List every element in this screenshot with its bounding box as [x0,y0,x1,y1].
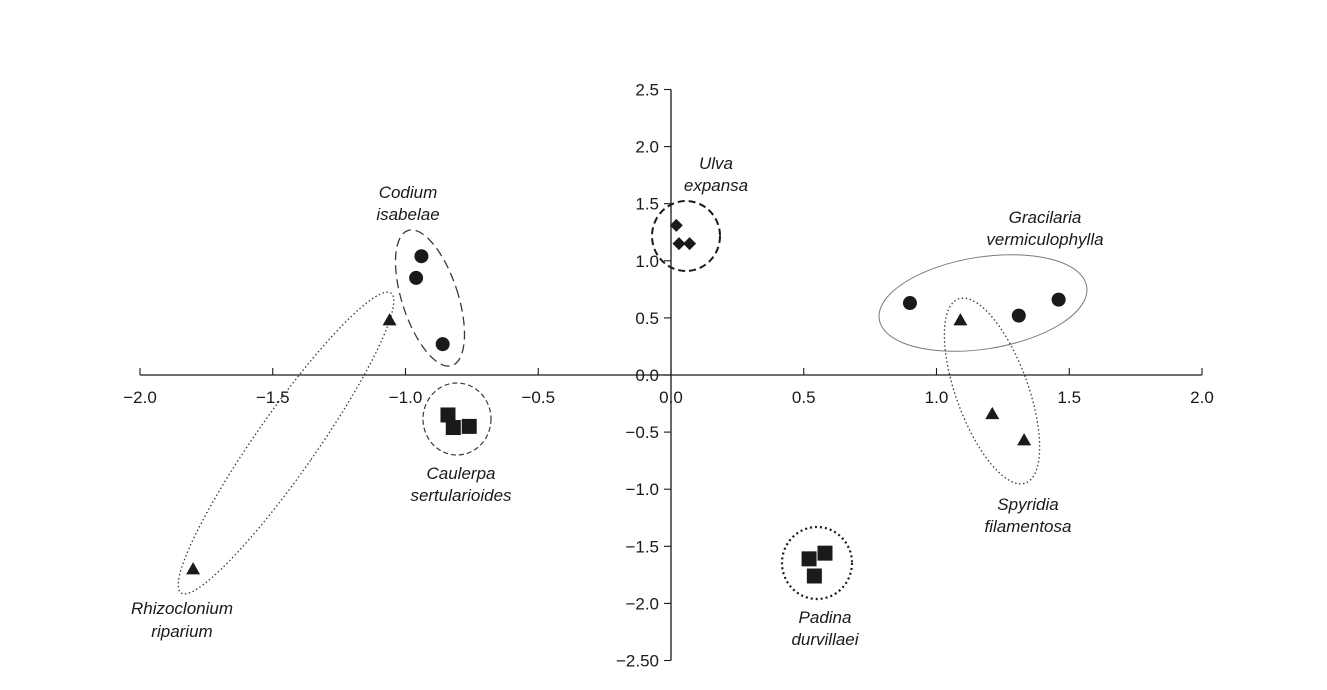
group-label-spyridia: Spyridia filamentosa [985,495,1072,536]
y-tick-label: −2.50 [616,652,659,671]
triangle-marker [953,313,968,326]
circle-marker [1051,292,1066,307]
x-tick-label: 1.5 [1057,388,1081,407]
group-enclosures [177,200,1088,601]
group-label-gracilaria: Gracilaria vermiculophylla [986,208,1103,249]
x-tick-label: 1.0 [925,388,949,407]
square-marker [461,418,477,434]
group-label-padina: Padina durvillaei [791,608,859,649]
y-ticks: 2.5 2.0 1.5 1.0 0.5 0.0 −0.5 −1.0 −1.5 −2.0 −2.50 [616,81,671,671]
triangle-marker [985,406,1000,420]
y-tick-label: 1.5 [635,195,659,214]
diamond-marker [683,237,697,251]
x-tick-label: 0.0 [659,388,683,407]
diamond-marker [669,218,683,232]
group-label-line: Spyridia [997,495,1058,514]
group-label-line: riparium [151,622,212,641]
enclosure-gracilaria [878,254,1088,352]
group-label-rhizoclonium: Rhizoclonium riparium [131,599,233,641]
x-tick-label: −1.0 [389,388,423,407]
enclosure-caulerpa [422,382,492,456]
y-tick-label: 2.0 [635,138,659,157]
circle-marker [902,296,917,311]
group-label-line: Ulva [699,154,733,173]
group-label-line: Padina [799,608,852,627]
triangle-marker [186,562,201,575]
group-label-line: filamentosa [985,517,1072,536]
x-tick-label: 0.5 [792,388,816,407]
group-label-ulva: Ulva expansa [684,154,748,195]
triangle-marker [1017,433,1032,446]
group-label-caulerpa: Caulerpa sertularioides [410,464,512,505]
y-tick-label: −1.0 [625,480,659,499]
square-marker [806,568,822,584]
group-label-line: Codium [379,183,438,202]
x-tick-label: −2.0 [123,388,157,407]
circle-marker [1011,308,1026,323]
group-label-codium: Codium isabelae [376,183,439,224]
circle-marker [414,249,429,264]
group-label-line: durvillaei [791,630,859,649]
y-tick-label: 0.0 [635,366,659,385]
x-tick-label: 2.0 [1190,388,1214,407]
enclosure-spyridia [943,297,1041,485]
group-label-line: vermiculophylla [986,230,1103,249]
square-marker [801,551,817,567]
triangle-marker [382,313,397,326]
group-label-line: isabelae [376,205,439,224]
square-marker [445,420,461,436]
group-label-line: Caulerpa [427,464,496,483]
group-label-line: Rhizoclonium [131,599,233,618]
group-label-line: Gracilaria [1009,208,1082,227]
enclosure-ulva [651,200,721,272]
diamond-marker [672,237,686,251]
data-points [186,218,1066,584]
enclosure-padina [780,525,854,601]
x-tick-label: −0.5 [521,388,555,407]
enclosure-codium [394,229,466,367]
group-label-line: sertularioides [410,486,512,505]
circle-marker [435,337,450,352]
enclosure-rhizoclonium [177,291,395,595]
x-tick-label: −1.5 [256,388,290,407]
group-label-line: expansa [684,176,748,195]
y-tick-label: 1.0 [635,252,659,271]
y-tick-label: 2.5 [635,81,659,100]
y-tick-label: −1.5 [625,537,659,556]
y-tick-label: 0.5 [635,309,659,328]
x-ticks: −2.0 −1.5 −1.0 −0.5 0.0 0.5 1.0 1.5 2.0 [123,368,1214,407]
y-tick-label: −2.0 [625,594,659,613]
square-marker [817,545,833,561]
square-marker [440,407,456,423]
y-tick-label: −0.5 [625,423,659,442]
circle-marker [409,270,424,285]
